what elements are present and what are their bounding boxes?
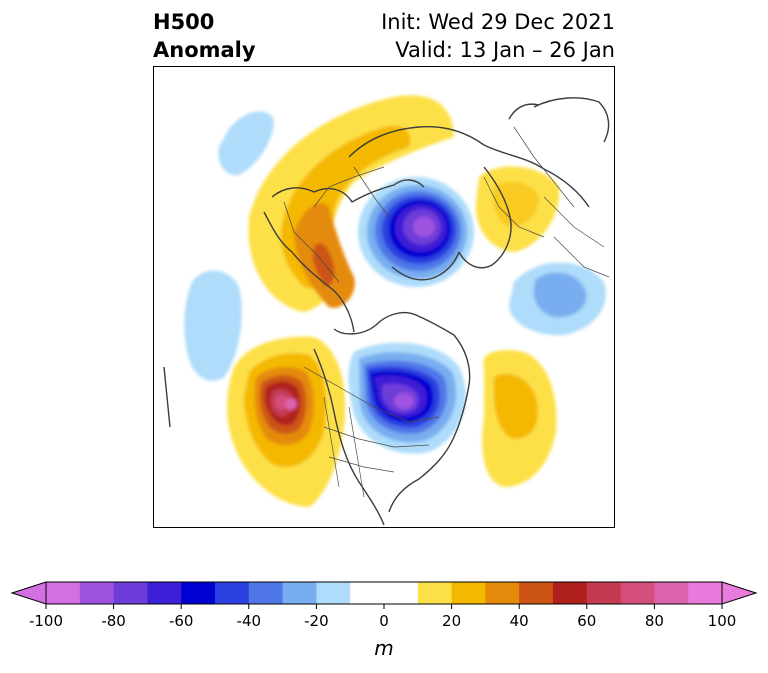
colorbar-tick-label: 100 <box>708 612 737 630</box>
colorbar-tick-label: 40 <box>510 612 529 630</box>
colorbar-segment <box>586 582 622 604</box>
colorbar-segment <box>553 582 588 604</box>
title-line-2: Anomaly <box>153 38 256 62</box>
negative-anomaly-central-asia <box>509 262 606 336</box>
colorbar-segment <box>215 582 250 604</box>
colorbar-tick-label: -80 <box>101 612 126 630</box>
colorbar-segment <box>181 582 216 604</box>
colorbar-segment <box>654 582 689 604</box>
colorbar-ticks: -100 -80 -60 -40 -20 0 20 40 60 80 100 <box>29 604 736 630</box>
anomaly-contours <box>184 95 606 507</box>
colorbar-tick-label: -40 <box>237 612 262 630</box>
colorbar-segment <box>688 582 723 604</box>
colorbar-tick-label: 0 <box>379 612 389 630</box>
colorbar-segment <box>417 582 453 604</box>
date-info: Init: Wed 29 Dec 2021 Valid: 13 Jan – 26… <box>381 8 615 64</box>
colorbar-extend-max <box>721 581 758 605</box>
positive-anomaly-siberia <box>475 166 560 252</box>
positive-anomaly-arctic-ridge <box>248 95 454 312</box>
coastlines <box>163 97 610 526</box>
colorbar-segments <box>46 582 723 604</box>
colorbar-segment <box>282 582 317 604</box>
political-borders <box>283 126 610 498</box>
colorbar-segment <box>147 582 182 604</box>
negative-anomaly-northwest <box>218 111 274 176</box>
colorbar-segment <box>519 582 554 604</box>
colorbar-segment <box>46 582 81 604</box>
colorbar-tick-label: -100 <box>29 612 63 630</box>
negative-anomaly-arctic-low <box>358 177 474 287</box>
colorbar: -100 -80 -60 -40 -20 0 20 40 60 80 100 <box>10 581 758 630</box>
colorbar-tick-label: 80 <box>645 612 664 630</box>
colorbar-unit: m <box>374 636 394 660</box>
title-line-1: H500 <box>153 10 215 34</box>
colorbar-extend-min <box>10 581 47 605</box>
colorbar-segment <box>79 582 115 604</box>
colorbar-tick-label: 20 <box>442 612 461 630</box>
colorbar-segment <box>485 582 520 604</box>
positive-anomaly-atlantic <box>482 350 557 487</box>
colorbar-segment <box>113 582 148 604</box>
init-date: Init: Wed 29 Dec 2021 <box>381 10 615 34</box>
colorbar-tick-label: -20 <box>304 612 329 630</box>
colorbar-tick-label: -60 <box>169 612 194 630</box>
map-svg <box>163 95 610 526</box>
plot-title: H500 Anomaly <box>153 8 256 64</box>
negative-anomaly-north-america <box>348 342 466 454</box>
positive-anomaly-west-coast <box>227 336 346 507</box>
colorbar-tick-label: 60 <box>577 612 596 630</box>
colorbar-segment <box>451 582 486 604</box>
colorbar-segment <box>620 582 655 604</box>
valid-range: Valid: 13 Jan – 26 Jan <box>395 38 615 62</box>
negative-anomaly-pacific <box>184 270 242 381</box>
anomaly-map <box>153 66 615 528</box>
colorbar-segment <box>248 582 284 604</box>
colorbar-segment <box>316 582 351 604</box>
colorbar-segment <box>350 582 419 604</box>
